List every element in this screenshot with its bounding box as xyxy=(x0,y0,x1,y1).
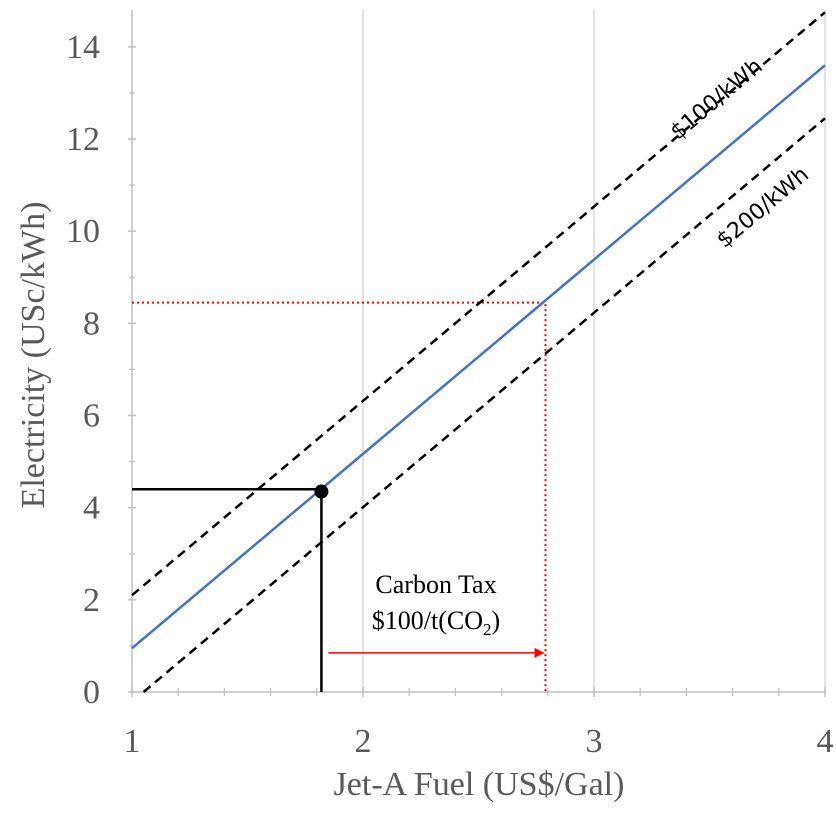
series-line-main xyxy=(131,64,826,650)
y-tick-label: 6 xyxy=(83,398,100,435)
annotation-line2-suffix: ) xyxy=(492,606,501,635)
series-line-100kwh xyxy=(131,11,826,597)
x-tick-label: 4 xyxy=(817,723,834,760)
data-point-marker xyxy=(314,484,329,499)
y-tick-label: 2 xyxy=(83,582,100,619)
y-tick-label: 14 xyxy=(66,29,100,66)
x-tick-label: 2 xyxy=(355,723,372,760)
annotation-line2-prefix: $100/t(CO xyxy=(372,606,483,635)
line-label: $200/kWh xyxy=(712,162,814,253)
y-tick-label: 8 xyxy=(83,305,100,342)
label-layer: $100/kWh $200/kWh xyxy=(666,54,814,253)
y-tick-label: 10 xyxy=(66,213,100,250)
x-axis-title: Jet-A Fuel (US$/Gal) xyxy=(334,766,625,803)
x-tick-label: 1 xyxy=(124,723,141,760)
y-tick-label: 12 xyxy=(66,121,100,158)
x-tick-label: 3 xyxy=(586,723,603,760)
y-axis-title: Electricity (USc/kWh) xyxy=(15,202,52,509)
y-tick-label: 0 xyxy=(83,674,100,711)
y-tick-label: 4 xyxy=(83,490,100,527)
annotation-line1: Carbon Tax xyxy=(375,570,496,599)
grid-layer xyxy=(362,10,826,692)
annotation-line2-sub: 2 xyxy=(483,620,492,639)
line-label: $100/kWh xyxy=(666,54,768,145)
annotation-line2: $100/t(CO2) xyxy=(372,606,500,639)
series-layer xyxy=(131,11,826,693)
black-guide xyxy=(132,487,323,692)
series-line-200kwh xyxy=(142,117,826,693)
